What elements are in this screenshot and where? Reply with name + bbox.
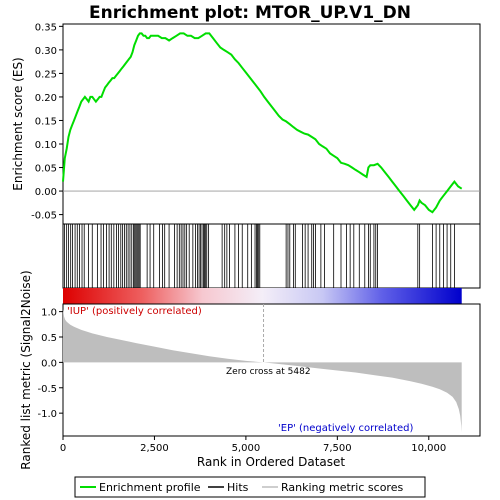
ranking-y-label: Ranked list metric (Signal2Noise) — [19, 270, 33, 469]
es-y-tick-label: 0.05 — [35, 164, 57, 175]
enrichment-profile-line — [62, 32, 463, 214]
ranking-x-tick-label: 10,000 — [411, 443, 446, 454]
enrichment-plot-frame — [62, 23, 481, 225]
ranking-panel: -1.0 -0.5 0.0 0.5 1.0 0 2,500 5,000 7,500 10,000… — [19, 270, 481, 470]
es-y-label: Enrichment score (ES) — [11, 57, 25, 190]
enrichment-panel: -0.05 0.00 0.05 0.10 0.15 0.20 0.25 0.30 0.35 En… — [11, 22, 481, 225]
positive-correlation-label: 'IUP' (positively correlated) — [67, 306, 202, 317]
correlation-color-bar — [63, 288, 462, 304]
ranking-y-tick-label: 1.0 — [41, 308, 57, 319]
ranking-y-tick-label: 0.5 — [41, 333, 57, 344]
hits-frame — [62, 223, 481, 289]
es-y-tick-label: 0.30 — [35, 46, 57, 57]
es-y-tick-label: 0.35 — [35, 22, 57, 33]
ranking-y-tick-label: -1.0 — [37, 409, 57, 420]
legend-enrichment-label: Enrichment profile — [99, 481, 201, 494]
ranking-y-tick-label: -0.5 — [37, 384, 57, 395]
ranking-metric-area — [63, 309, 462, 433]
chart-title: Enrichment plot: MTOR_UP.V1_DN — [89, 3, 411, 23]
es-y-tick-label: 0.10 — [35, 140, 57, 151]
ranking-x-label: Rank in Ordered Dataset — [197, 455, 345, 469]
hits-panel — [62, 223, 481, 289]
es-y-axis: -0.05 0.00 0.05 0.10 0.15 0.20 0.25 0.30 0.35 — [31, 22, 63, 222]
ranking-x-tick-label: 0 — [60, 443, 66, 454]
ranking-x-axis: 0 2,500 5,000 7,500 10,000 — [60, 436, 446, 454]
es-y-tick-label: 0.20 — [35, 93, 57, 104]
es-y-tick-label: 0.15 — [35, 116, 57, 127]
legend-hits-label: Hits — [227, 481, 249, 494]
legend-box — [74, 476, 426, 498]
zero-cross-annotation: Zero cross at 5482 — [226, 367, 311, 377]
es-y-tick-label: 0.00 — [35, 187, 57, 198]
ranking-x-tick-label: 2,500 — [140, 443, 169, 454]
es-y-tick-label: -0.05 — [31, 211, 57, 222]
ranking-x-tick-label: 5,000 — [232, 443, 261, 454]
ranking-y-axis: -1.0 -0.5 0.0 0.5 1.0 — [37, 308, 63, 420]
ranking-y-tick-label: 0.0 — [41, 358, 57, 369]
es-y-tick-label: 0.25 — [35, 69, 57, 80]
legend-ranking-label: Ranking metric scores — [281, 481, 403, 494]
hits-marks — [64, 224, 455, 288]
color-bar-gradient — [63, 288, 462, 304]
legend: Enrichment profile Hits Ranking metric s… — [74, 476, 426, 498]
ranking-x-tick-label: 7,500 — [323, 443, 352, 454]
negative-correlation-label: 'EP' (negatively correlated) — [278, 423, 413, 434]
